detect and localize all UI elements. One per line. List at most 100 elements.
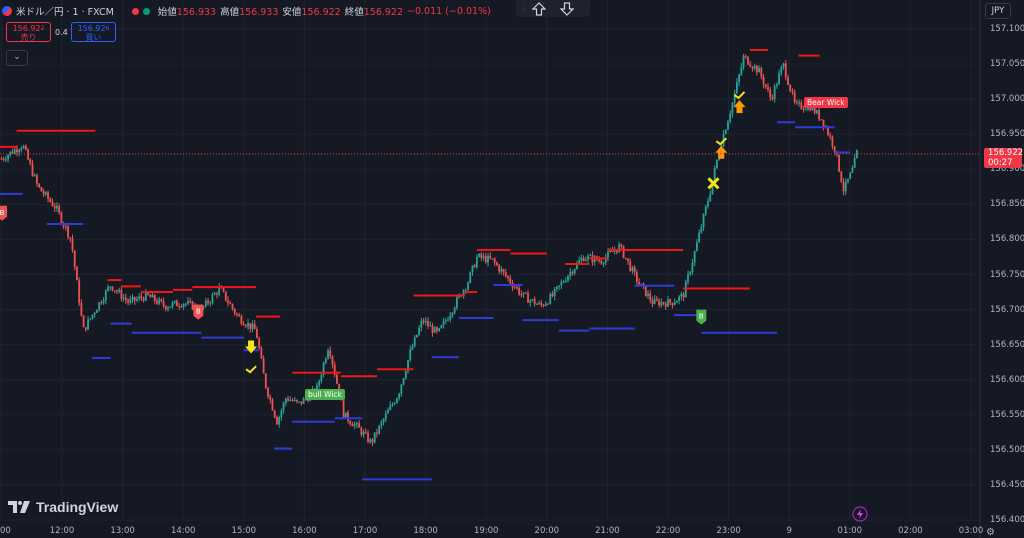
candle-body [53,206,56,209]
candle-body [498,265,501,272]
collapse-legend-button[interactable]: ⌄ [6,50,28,66]
candle-body [11,151,14,154]
candle-body [180,306,183,308]
candle-body [547,303,549,305]
check-icon [733,91,746,100]
candle-body [740,67,743,75]
candle-body [753,65,756,69]
candle-body [49,198,52,202]
spread-value: 0.4 [55,27,68,37]
candle-body [27,149,29,160]
candle-body [47,192,49,199]
chevron-down-icon: ⌄ [13,52,21,62]
price-tick-label: 156.550 [990,409,1024,420]
candle-body [451,312,454,316]
bear-wick-label: Bear Wick [804,97,848,108]
buy-button[interactable]: 156.926 買い [71,22,116,42]
signal-badge-icon [193,304,204,320]
candle-body [431,325,434,333]
candle-body [500,269,503,272]
candle-body [29,159,32,164]
candle-body [798,102,800,104]
candle-body [420,320,423,328]
candle-body [18,150,21,153]
candle-body [522,292,525,295]
candle-body [704,206,707,214]
candle-body [598,259,601,261]
candle-body [229,302,232,305]
time-tick-label: 16:00 [292,526,317,536]
currency-selector[interactable]: JPY [985,3,1011,19]
replay-lightning-icon[interactable] [852,506,868,522]
candle-body [662,302,665,304]
candle-body [671,302,674,306]
candle-body [151,294,154,298]
candle-body [347,412,349,422]
candle-body [609,251,612,253]
candle-body [440,325,443,329]
candle-body [289,399,292,401]
symbol-title[interactable]: 米ドル／円 · 1 · FXCM [16,7,114,18]
candle-body [713,167,716,182]
candle-body [669,299,672,303]
price-tick-label: 156.400 [990,515,1024,525]
candle-body [815,110,818,114]
candle-body [569,271,572,276]
time-tick-label: 20:00 [534,526,560,536]
open-value: 156.933 [176,7,217,18]
candle-body [429,325,432,327]
candle-body [73,250,76,268]
candle-body [182,304,185,307]
price-tick-label: 156.900 [990,164,1024,175]
candle-body [107,287,109,291]
candle-body [600,260,603,264]
candle-body [802,108,805,110]
candle-body [635,272,638,283]
trade-panel: 156.922 売り 0.4 156.926 買い [6,22,116,42]
candle-body [755,65,758,73]
time-tick-label: 13:00 [110,526,135,536]
candle-body [751,66,754,69]
candle-body [747,56,749,65]
candle-body [16,149,18,153]
cross-icon [707,177,720,190]
price-tick-label: 156.950 [990,129,1024,140]
candle-body [56,206,58,209]
candle-body [473,265,476,268]
candle-body [549,293,552,304]
candle-body [476,256,478,268]
arrow-down-outline-icon[interactable] [560,1,574,16]
sell-button[interactable]: 156.922 売り [6,22,51,42]
arrow-up-outline-icon[interactable] [532,1,546,16]
candle-body [782,63,785,67]
candle-body [58,206,61,213]
current-price-label: 156.922 00:27 [984,148,1023,168]
candle-body [820,119,823,121]
bar-countdown: 00:27 [988,158,1013,168]
candle-body [353,424,356,427]
candle-body [682,293,685,298]
candle-body [207,300,209,304]
candle-body [698,232,701,243]
candle-body [711,181,714,195]
candle-body [764,84,767,88]
candle-body [507,276,509,279]
candle-body [775,84,778,87]
candle-body [42,191,45,195]
candle-body [33,175,36,177]
candle-body [136,298,138,301]
time-tick-label: 14:00 [170,526,196,536]
tradingview-logo[interactable]: TradingView [8,499,118,515]
price-tick-label: 156.450 [990,479,1024,490]
high-label: 高値 [220,7,240,18]
drag-handle-icon[interactable]: ⋮⋮ [520,4,536,13]
candle-body [318,381,321,386]
candle-body [71,238,74,251]
gear-icon[interactable]: ⚙ [986,527,995,538]
candle-body [689,271,692,275]
candle-body [98,302,101,311]
candle-body [582,257,585,262]
candle-body [69,237,72,239]
